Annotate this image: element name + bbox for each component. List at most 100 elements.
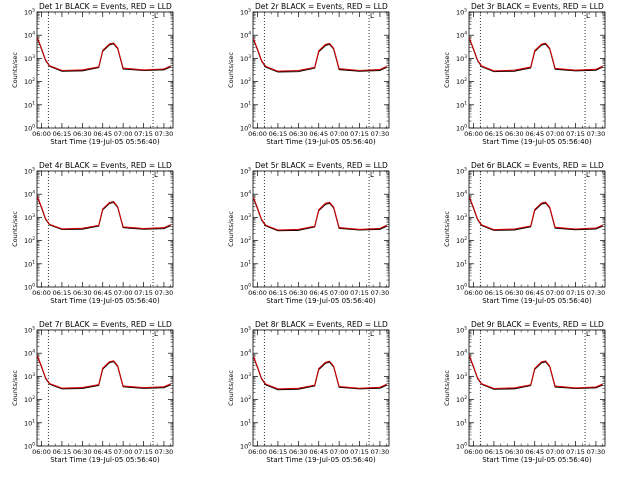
events-series-line [469, 356, 603, 390]
corner-mark: L [586, 171, 590, 179]
x-tick-label: 07:15 [566, 448, 585, 456]
y-tick-label: 103 [24, 54, 35, 63]
y-tick-label: 104 [24, 349, 35, 358]
x-tick-label: 07:00 [546, 448, 565, 456]
x-tick-label: 07:00 [330, 289, 349, 297]
plot-frame [36, 11, 174, 129]
x-tick-label: 07:15 [134, 448, 153, 456]
y-tick-label: 103 [240, 372, 251, 381]
chart-panel-7: Det 7r BLACK = Events, RED = LLD 100 101 10… [11, 320, 174, 464]
y-axis-label: Counts/sec [11, 52, 19, 88]
lld-series-line [252, 356, 387, 390]
y-tick-label: 105 [24, 326, 35, 335]
plot-frame [36, 170, 174, 288]
y-tick-label: 102 [24, 395, 35, 404]
y-tick-label: 102 [24, 77, 35, 86]
x-tick-label: 07:00 [114, 289, 133, 297]
y-tick-label: 105 [240, 167, 251, 176]
plot-frame [36, 329, 174, 447]
chart-title: Det 1r BLACK = Events, RED = LLD [39, 2, 172, 11]
y-tick-label: 101 [24, 259, 35, 268]
chart-panel-6: Det 6r BLACK = Events, RED = LLD 100 101 10… [443, 161, 606, 305]
x-tick-label: 07:30 [371, 289, 390, 297]
chart-panel-4: Det 4r BLACK = Events, RED = LLD 100 101 10… [11, 161, 174, 305]
x-tick-label: 06:15 [53, 130, 72, 138]
x-tick-label: 06:15 [269, 130, 288, 138]
x-tick-label: 06:30 [73, 448, 92, 456]
y-axis-label: Counts/sec [443, 52, 451, 88]
y-tick-label: 104 [456, 349, 467, 358]
x-tick-label: 07:15 [350, 130, 369, 138]
plot-frame [252, 11, 390, 129]
chart-title: Det 3r BLACK = Events, RED = LLD [471, 2, 604, 11]
x-tick-label: 07:30 [587, 130, 606, 138]
y-axis-label: Counts/sec [227, 211, 235, 247]
x-tick-label: 06:30 [73, 130, 92, 138]
x-tick-label: 07:15 [350, 448, 369, 456]
x-tick-label: 07:30 [371, 448, 390, 456]
x-tick-label: 06:00 [248, 448, 267, 456]
x-tick-label: 06:30 [289, 130, 308, 138]
x-tick-label: 06:00 [464, 448, 483, 456]
y-tick-label: 105 [240, 326, 251, 335]
x-tick-label: 07:15 [134, 289, 153, 297]
corner-mark: L [586, 330, 590, 338]
corner-mark: L [370, 330, 374, 338]
corner-mark: L [154, 12, 158, 20]
x-tick-label: 06:30 [505, 289, 524, 297]
lld-series-line [252, 197, 387, 231]
x-axis-label: Start Time (19-Jul-05 05:56:40) [482, 297, 592, 305]
y-tick-label: 101 [24, 100, 35, 109]
x-tick-label: 07:00 [546, 289, 565, 297]
x-tick-label: 06:45 [525, 289, 544, 297]
y-tick-label: 105 [456, 8, 467, 17]
x-axis-label: Start Time (19-Jul-05 05:56:40) [50, 456, 160, 464]
x-tick-label: 07:30 [371, 130, 390, 138]
x-axis-label: Start Time (19-Jul-05 05:56:40) [266, 138, 376, 146]
plot-frame [252, 329, 390, 447]
y-tick-label: 101 [456, 259, 467, 268]
x-tick-label: 06:15 [485, 448, 504, 456]
x-tick-label: 07:00 [114, 448, 133, 456]
x-tick-label: 06:00 [32, 448, 51, 456]
y-tick-label: 100 [240, 124, 251, 133]
lld-series-line [252, 38, 387, 72]
x-tick-label: 06:45 [525, 130, 544, 138]
y-tick-label: 103 [456, 372, 467, 381]
events-series-line [37, 356, 171, 390]
y-tick-label: 101 [24, 418, 35, 427]
x-axis-label: Start Time (19-Jul-05 05:56:40) [266, 456, 376, 464]
corner-mark: L [370, 12, 374, 20]
x-tick-label: 07:30 [155, 130, 174, 138]
chart-panel-1: Det 1r BLACK = Events, RED = LLD 100 101 10… [11, 2, 174, 146]
chart-title: Det 2r BLACK = Events, RED = LLD [255, 2, 388, 11]
x-tick-label: 07:30 [155, 289, 174, 297]
plot-frame [252, 170, 390, 288]
x-tick-label: 07:00 [546, 130, 565, 138]
x-tick-label: 06:15 [485, 130, 504, 138]
plot-frame [468, 170, 606, 288]
x-tick-label: 07:30 [155, 448, 174, 456]
corner-mark: L [154, 330, 158, 338]
x-tick-label: 06:30 [289, 448, 308, 456]
x-tick-label: 06:45 [93, 289, 112, 297]
lld-series-line [468, 197, 603, 231]
x-tick-label: 06:15 [53, 289, 72, 297]
x-tick-label: 07:30 [587, 289, 606, 297]
y-tick-label: 103 [456, 54, 467, 63]
y-tick-label: 100 [240, 283, 251, 292]
chart-title: Det 9r BLACK = Events, RED = LLD [471, 320, 604, 329]
chart-panel-2: Det 2r BLACK = Events, RED = LLD 100 101 10… [227, 2, 390, 146]
x-tick-label: 06:45 [525, 448, 544, 456]
y-tick-label: 102 [240, 395, 251, 404]
lld-series-line [36, 196, 171, 230]
y-tick-label: 104 [240, 190, 251, 199]
y-tick-label: 103 [240, 54, 251, 63]
x-tick-label: 06:15 [53, 448, 72, 456]
x-tick-label: 06:00 [248, 289, 267, 297]
chart-title: Det 4r BLACK = Events, RED = LLD [39, 161, 172, 170]
y-tick-label: 102 [240, 236, 251, 245]
x-tick-label: 06:30 [73, 289, 92, 297]
y-tick-label: 104 [240, 31, 251, 40]
chart-panel-3: Det 3r BLACK = Events, RED = LLD 100 101 10… [443, 2, 606, 146]
